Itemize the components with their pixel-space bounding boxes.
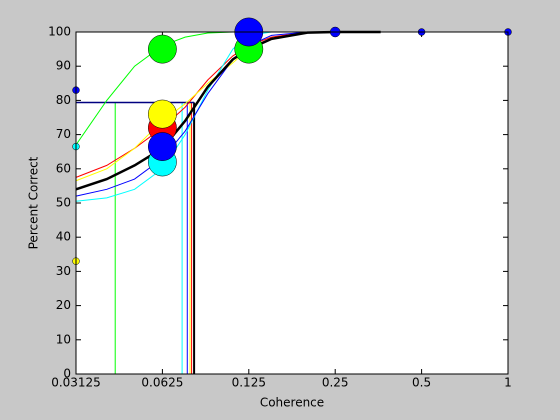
- x-tick-label: 0.03125: [51, 376, 101, 390]
- fit-curve: [75, 30, 381, 191]
- y-tick-label: 0: [63, 367, 71, 381]
- y-tick-label: 100: [48, 25, 71, 39]
- x-tick-label: 0.125: [232, 376, 266, 390]
- y-tick-label: 20: [56, 298, 71, 312]
- data-point: [148, 34, 177, 64]
- y-axis-label: Percent Correct: [27, 156, 41, 249]
- y-tick-label: 90: [56, 59, 71, 73]
- axes-box: [75, 31, 509, 375]
- y-tick-label: 40: [56, 230, 71, 244]
- y-tick-label: 60: [56, 161, 71, 175]
- data-point: [148, 132, 177, 161]
- plot-area: [76, 32, 508, 374]
- x-tick-label: 0.25: [322, 376, 349, 390]
- x-tick-label: 1: [504, 376, 512, 390]
- data-point: [148, 99, 177, 129]
- y-tick-label: 30: [56, 264, 71, 278]
- y-tick-label: 50: [56, 196, 71, 210]
- x-tick-label: 0.5: [412, 376, 431, 390]
- y-tick-label: 70: [56, 127, 71, 141]
- x-axis-label: Coherence: [260, 396, 324, 410]
- y-tick-label: 10: [56, 332, 71, 346]
- x-tick-label: 0.0625: [141, 376, 183, 390]
- y-tick-label: 80: [56, 93, 71, 107]
